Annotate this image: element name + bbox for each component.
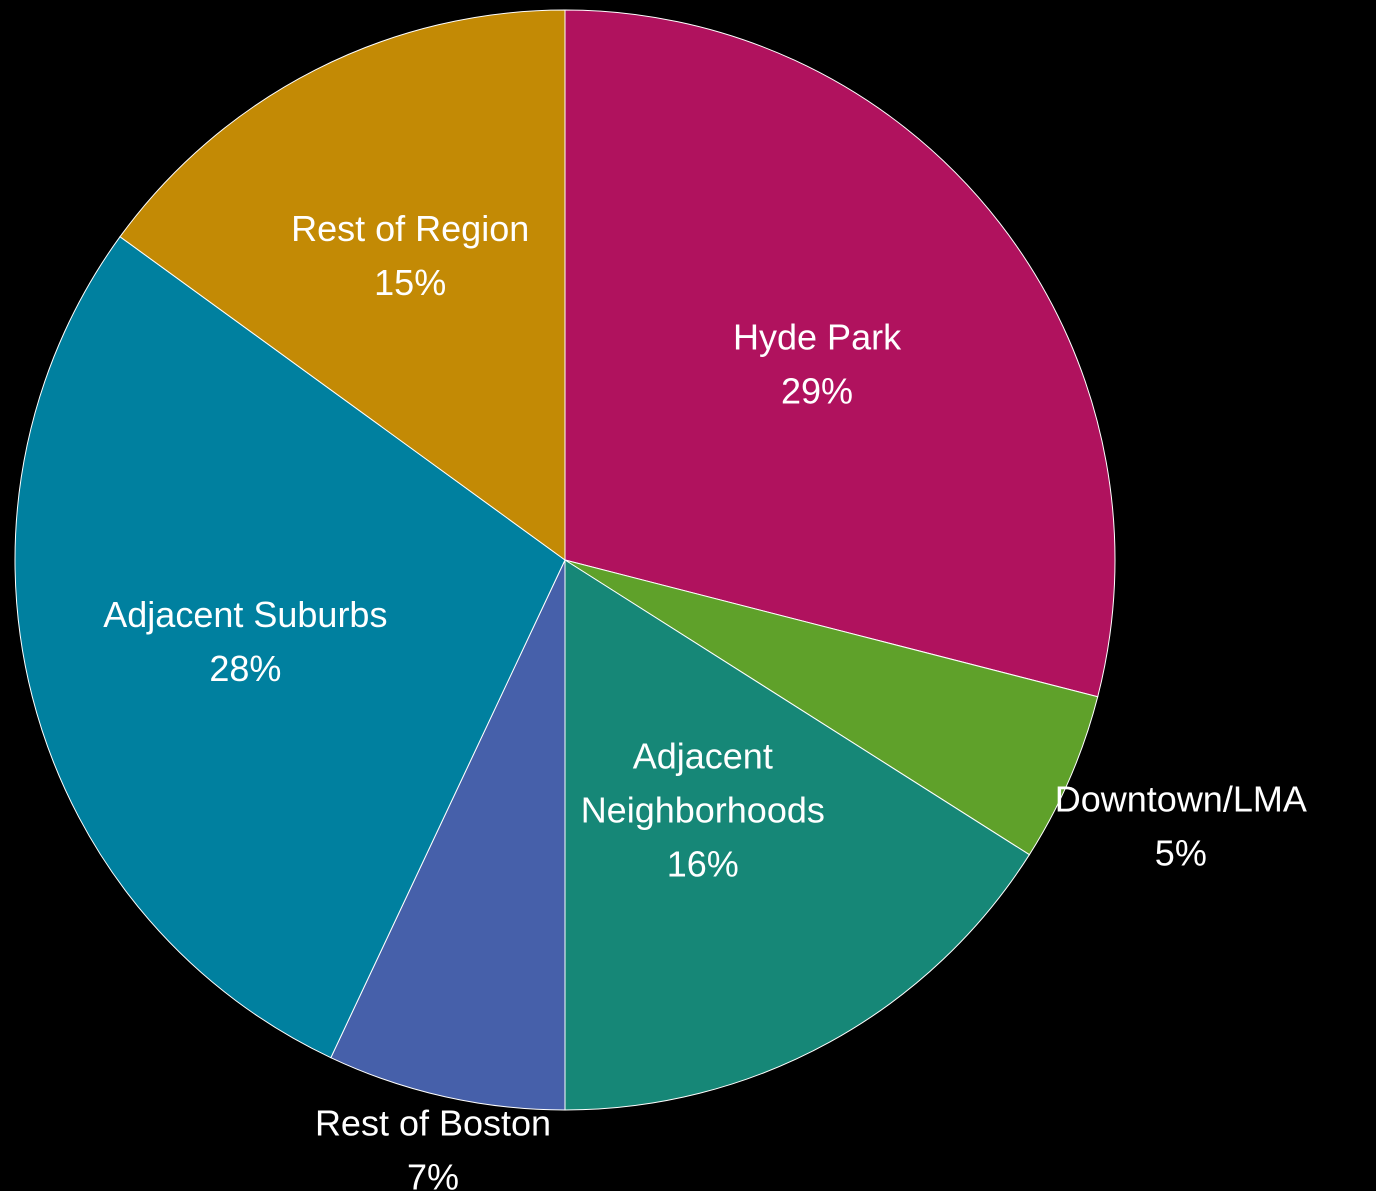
pie-label-hyde-park: Hyde Park 29% — [733, 316, 902, 411]
pie-label-downtown-lma: Downtown/LMA 5% — [1055, 778, 1307, 873]
pie-label-adjacent-suburbs: Adjacent Suburbs 28% — [103, 594, 387, 689]
pie-label-adjacent-neighborhoods: Adjacent Neighborhoods 16% — [581, 736, 825, 885]
pie-slice-hyde-park — [564, 9, 1116, 698]
pie-slice-adjacent-neighborhoods — [564, 559, 1031, 1111]
pie-slices — [14, 9, 1116, 1111]
pie-label-rest-of-boston: Rest of Boston 7% — [315, 1102, 551, 1191]
pie-slice-downtown-lma — [564, 559, 1099, 856]
pie-label-rest-of-region: Rest of Region 15% — [291, 208, 529, 303]
pie-labels: Hyde Park 29% Downtown/LMA 5% Adjacent Neighb… — [103, 208, 1307, 1191]
pie-slice-rest-of-boston — [330, 559, 566, 1111]
pie-slice-rest-of-region — [119, 9, 566, 561]
pie-slice-adjacent-suburbs — [14, 236, 566, 1059]
